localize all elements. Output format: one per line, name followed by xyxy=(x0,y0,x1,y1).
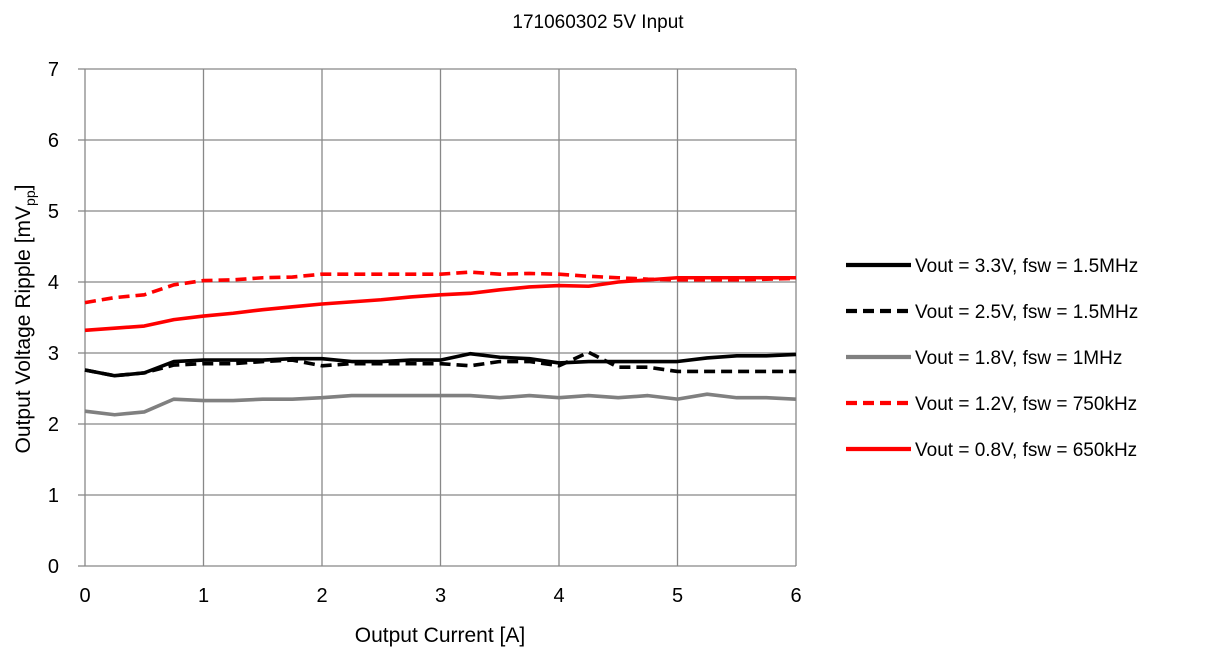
legend-label: Vout = 3.3V, fsw = 1.5MHz xyxy=(915,256,1138,277)
legend: Vout = 3.3V, fsw = 1.5MHz Vout = 2.5V, fs… xyxy=(846,256,1138,461)
x-tick-label: 4 xyxy=(553,585,564,607)
x-tick-label: 0 xyxy=(79,585,90,607)
y-tick-label: 1 xyxy=(48,485,59,507)
y-tick-label: 3 xyxy=(48,343,59,365)
axis-ticks: 0 1 2 3 4 5 6 0 1 2 3 4 5 6 7 xyxy=(48,59,802,607)
y-tick-label: 0 xyxy=(48,556,59,578)
chart-title: 171060302 5V Input xyxy=(512,12,684,33)
series-line-3 xyxy=(84,392,797,417)
y-tick-label: 7 xyxy=(48,59,59,81)
x-tick-label: 6 xyxy=(790,585,801,607)
series-line-5 xyxy=(84,275,796,333)
series-line-2 xyxy=(84,350,796,378)
y-tick-label: 6 xyxy=(48,130,59,152)
x-tick-label: 3 xyxy=(435,585,446,607)
y-tick-label: 2 xyxy=(48,414,59,436)
x-tick-label: 5 xyxy=(672,585,683,607)
series-layer xyxy=(84,270,797,417)
y-axis-label: Output Voltage Ripple [mVpp] xyxy=(12,185,38,454)
legend-label: Vout = 1.2V, fsw = 750kHz xyxy=(915,394,1137,415)
legend-label: Vout = 0.8V, fsw = 650kHz xyxy=(915,440,1137,461)
y-axis-label-close: ] xyxy=(12,185,35,191)
series-line-1 xyxy=(84,351,797,378)
legend-label: Vout = 1.8V, fsw = 1MHz xyxy=(915,348,1122,369)
x-tick-label: 2 xyxy=(316,585,327,607)
x-tick-label: 1 xyxy=(198,585,209,607)
legend-label: Vout = 2.5V, fsw = 1.5MHz xyxy=(915,302,1138,323)
y-axis-label-main: Output Voltage Ripple [mV xyxy=(12,206,35,453)
x-axis-label: Output Current [A] xyxy=(355,624,525,647)
grid xyxy=(78,68,797,567)
y-axis-label-sub: pp xyxy=(22,190,38,206)
y-tick-label: 5 xyxy=(48,201,59,223)
y-tick-label: 4 xyxy=(48,272,59,294)
series-line-4 xyxy=(84,270,797,305)
